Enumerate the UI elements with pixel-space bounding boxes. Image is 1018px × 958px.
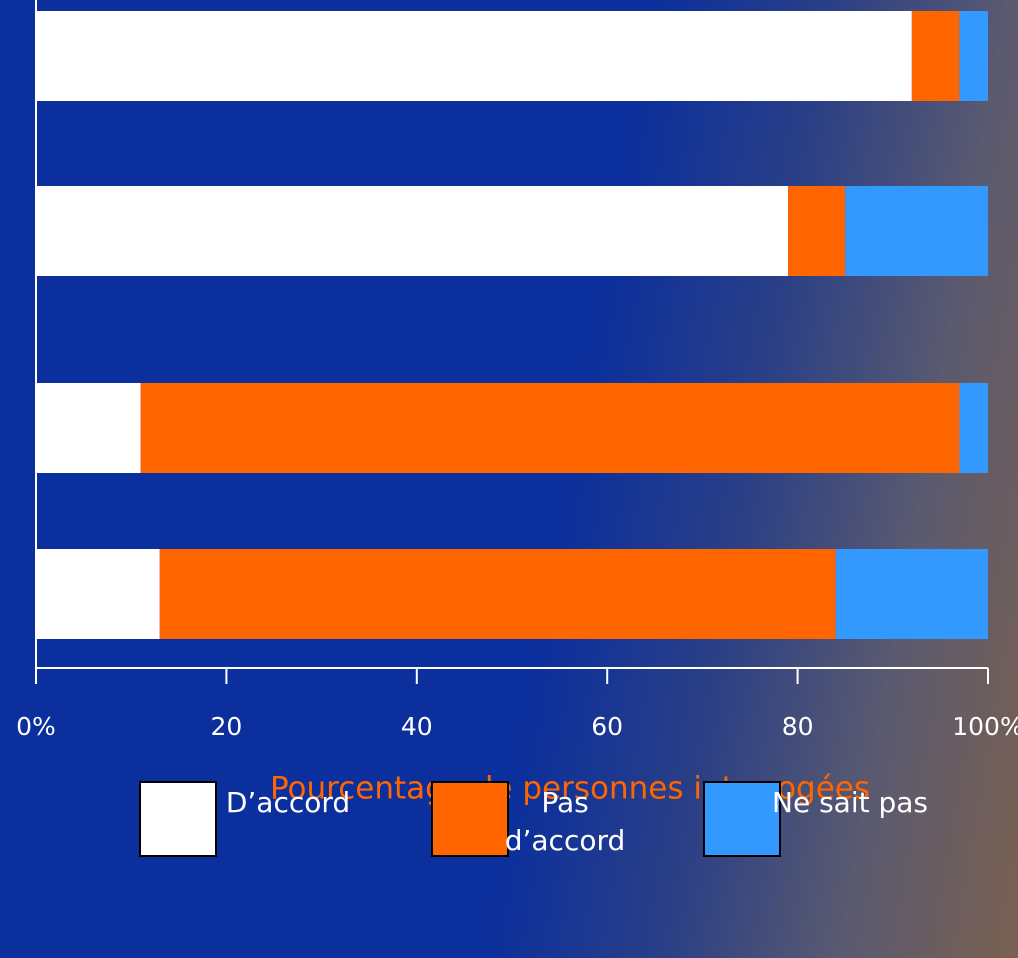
x-tick-label: 60 xyxy=(591,712,623,741)
page: {"chart_data": {"type": "stacked-barh", … xyxy=(0,0,1018,958)
legend-label: Pas d’accord xyxy=(500,784,630,860)
bar-segment xyxy=(912,11,960,101)
x-tick-label: 80 xyxy=(782,712,814,741)
bar-segment xyxy=(36,383,141,473)
bar-segment xyxy=(836,549,988,639)
bar-segment xyxy=(36,549,160,639)
bar-segment xyxy=(959,11,988,101)
bar-segment xyxy=(160,549,836,639)
x-tick-label: 40 xyxy=(401,712,433,741)
legend-swatch xyxy=(704,782,780,856)
bar-segment xyxy=(36,11,912,101)
legend-label: D’accord xyxy=(208,784,368,822)
legend-swatch xyxy=(140,782,216,856)
legend-swatch xyxy=(432,782,508,856)
bar-segment xyxy=(959,383,988,473)
bar-segment xyxy=(845,186,988,276)
legend-label: Ne sait pas xyxy=(770,784,930,822)
bar-segment xyxy=(141,383,960,473)
x-tick-label: 20 xyxy=(210,712,242,741)
bar-segment xyxy=(788,186,845,276)
x-tick-label: 0% xyxy=(16,712,56,741)
x-tick-label: 100% xyxy=(952,712,1018,741)
bar-segment xyxy=(36,186,788,276)
